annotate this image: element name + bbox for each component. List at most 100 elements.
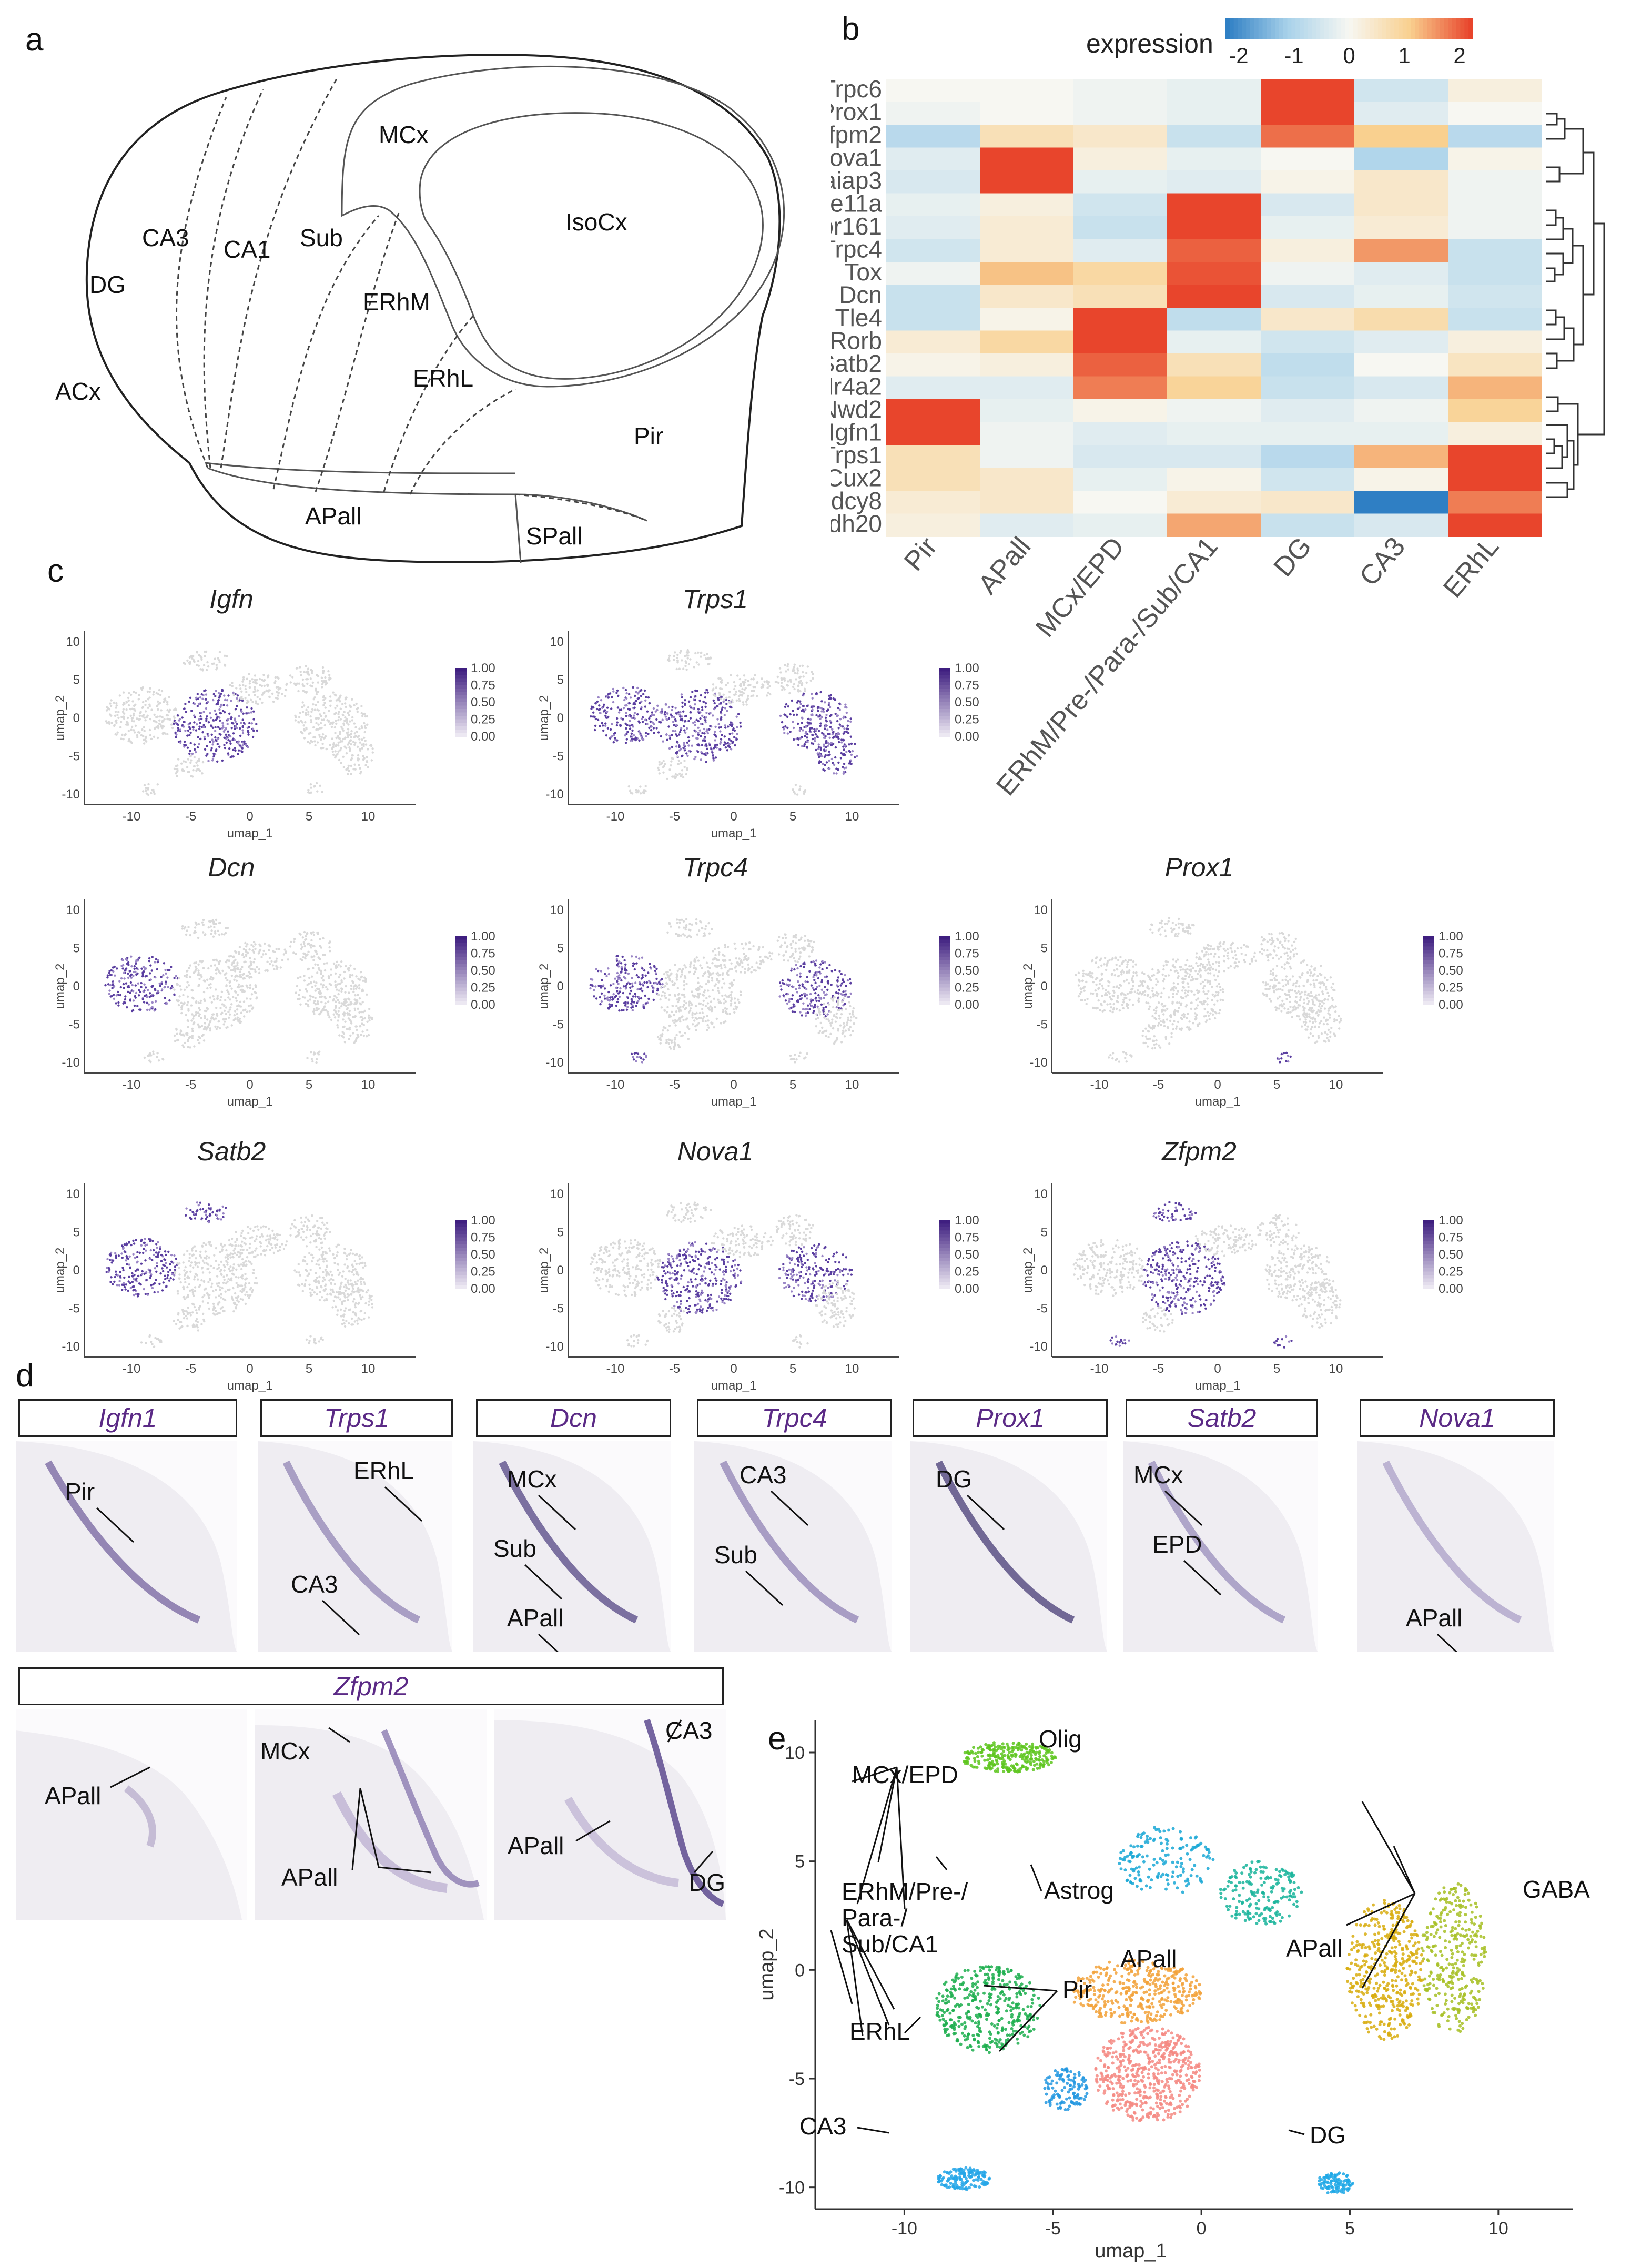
umap-x-label: umap_1 (711, 1379, 757, 1393)
heatmap-row-label: Adcy8 (831, 487, 882, 514)
heatmap-cell (1448, 170, 1542, 194)
umap-cluster (1219, 1860, 1303, 1926)
heatmap-row-label: Dcn (839, 281, 882, 308)
heatmap-cell (1354, 79, 1448, 103)
heatmap-cell (1073, 147, 1168, 171)
heatmap-cell (1261, 216, 1355, 240)
umap-feature-panel: Trps1 10 5 0 -5 -10 -10 -5 0 5 10 umap_1 umap_2 1.00 0… (536, 584, 1010, 847)
heatmap-cell (1167, 170, 1261, 194)
heatmap-cell (1167, 468, 1261, 491)
heatmap-legend-swatch (1258, 18, 1263, 39)
heatmap-cell (886, 125, 980, 148)
umap-feature-panel: Igfn 10 5 0 -5 -10 -10 -5 0 5 10 umap_1 umap_2 1.00 0.… (53, 584, 526, 847)
umap-legend-tick: 0.25 (471, 981, 495, 995)
heatmap-cell (886, 147, 980, 171)
umap-feature-panel: Nova1 10 5 0 -5 -10 -10 -5 0 5 10 umap_1 umap_2 1.00 0… (536, 1136, 1010, 1399)
heatmap-legend-swatch (1357, 18, 1362, 39)
umap-expression-legend: 1.00 0.75 0.50 0.25 0.00 (939, 1213, 979, 1296)
umap-legend-tick: 0.00 (955, 730, 979, 744)
umap-feature-svg: 10 5 0 -5 -10 -10 -5 0 5 10 umap_1 umap_2 1.00 0.75 0.… (1021, 1183, 1463, 1393)
umap-cluster (1072, 1958, 1202, 2024)
heatmap-cell (1073, 193, 1168, 217)
heatmap-legend-title: expression (1086, 29, 1213, 58)
umap-legend-tick: 0.75 (471, 947, 495, 961)
umap-legend-tick: 0.00 (471, 1282, 495, 1296)
umap-cluster (1345, 1899, 1424, 2041)
ish-zfpm2-label-3: CA3 (665, 1717, 712, 1744)
heatmap-cell (980, 399, 1074, 423)
ish-gene-title-box: Trpc4 (697, 1399, 892, 1437)
heatmap-legend-tick: -2 (1229, 43, 1248, 68)
heatmap-cell (980, 445, 1074, 469)
umap-e-y-tick: 5 (795, 1852, 805, 1872)
panel-label-c: c (47, 553, 64, 589)
heatmap-cell (1261, 262, 1355, 286)
heatmap-column-label: DG (1268, 531, 1318, 582)
umap-legend-tick: 1.00 (471, 661, 495, 675)
ish-region-label: Sub (493, 1535, 536, 1562)
heatmap-cell (1261, 102, 1355, 125)
heatmap-legend-swatch (1460, 18, 1465, 39)
heatmap-cell (1261, 468, 1355, 491)
heatmap-legend-swatch (1246, 18, 1251, 39)
cluster-label-erhl: ERhL (849, 2018, 910, 2045)
umap-x-tick: 5 (306, 1078, 312, 1092)
ish-region-label: CA3 (740, 1461, 786, 1489)
heatmap-cell (886, 399, 980, 423)
umap-x-tick: 5 (789, 1362, 796, 1376)
region-APall: APall (305, 502, 361, 530)
region-CA3: CA3 (142, 224, 189, 251)
heatmap-row-label: Trps1 (831, 441, 882, 469)
heatmap-legend-swatch (1242, 18, 1247, 39)
umap-cluster-plot: -10 -5 0 5 10 -10 -5 0 5 10 umap_1 umap_2 MCx/EPD O… (756, 1720, 1590, 2262)
heatmap-row-label: Igfn1 (831, 418, 882, 446)
umap-x-tick: 5 (306, 809, 312, 824)
heatmap-cell (1073, 308, 1168, 331)
heatmap-legend-swatch (1464, 18, 1470, 39)
heatmap-cell (1073, 330, 1168, 354)
umap-feature-panel: Trpc4 10 5 0 -5 -10 -10 -5 0 5 10 umap_1 umap_2 1.00 0… (536, 852, 1010, 1115)
region-CA1: CA1 (224, 236, 270, 263)
heatmap-row-label: Zfpm2 (831, 121, 882, 148)
heatmap-cell (1448, 239, 1542, 262)
umap-x-label: umap_1 (227, 1095, 273, 1109)
heatmap-row-label: Trpc4 (831, 235, 882, 262)
brain-schematic: MCx IsoCx CA3 CA1 Sub DG ERhM ERhL ACx P… (55, 54, 785, 563)
heatmap-cell (980, 422, 1074, 446)
heatmap-cell (886, 422, 980, 446)
umap-x-label: umap_1 (711, 826, 757, 841)
heatmap-legend-swatch (1440, 18, 1445, 39)
heatmap-legend-swatch (1300, 18, 1304, 39)
ish-zfpm2-label-4: APall (508, 1832, 564, 1859)
umap-e-y-tick: -10 (779, 2178, 805, 2198)
heatmap-legend-swatch (1332, 18, 1338, 39)
heatmap-cell (1261, 376, 1355, 400)
umap-x-tick: 0 (730, 1078, 737, 1092)
umap-y-tick: -5 (553, 750, 564, 764)
heatmap-cell (1261, 170, 1355, 194)
heatmap-legend-swatch (1283, 18, 1288, 39)
umap-feature-svg: 10 5 0 -5 -10 -10 -5 0 5 10 umap_1 umap_2 1.00 0.75 0.… (537, 899, 979, 1109)
umap-points (590, 649, 858, 796)
umap-y-tick: -10 (545, 1056, 564, 1070)
umap-legend-tick: 0.50 (955, 964, 979, 978)
umap-legend-tick: 0.25 (471, 713, 495, 727)
heatmap-cell (1448, 308, 1542, 331)
umap-x-tick: -5 (185, 1362, 196, 1376)
heatmap-legend-swatch (1444, 18, 1448, 39)
umap-y-tick: 10 (550, 635, 564, 649)
umap-gene-title: Prox1 (1164, 853, 1234, 882)
umap-x-tick: 10 (1329, 1078, 1343, 1092)
heatmap-legend-swatch (1316, 18, 1321, 39)
umap-legend-tick: 0.25 (471, 1265, 495, 1279)
heatmap-cell (1073, 445, 1168, 469)
umap-y-tick: 10 (66, 1187, 80, 1201)
umap-feature-svg: 10 5 0 -5 -10 -10 -5 0 5 10 umap_1 umap_2 1.00 0.75 0.… (537, 1183, 979, 1393)
umap-e-y-tick: 10 (785, 1743, 805, 1763)
heatmap-cell (1167, 445, 1261, 469)
heatmap-cell (886, 79, 980, 103)
umap-y-tick: 0 (1041, 1263, 1048, 1278)
heatmap-legend-swatch (1456, 18, 1461, 39)
umap-feature-svg: 10 5 0 -5 -10 -10 -5 0 5 10 umap_1 umap_2 1.00 0.75 0.… (53, 1183, 495, 1393)
heatmap-cell (1073, 125, 1168, 148)
